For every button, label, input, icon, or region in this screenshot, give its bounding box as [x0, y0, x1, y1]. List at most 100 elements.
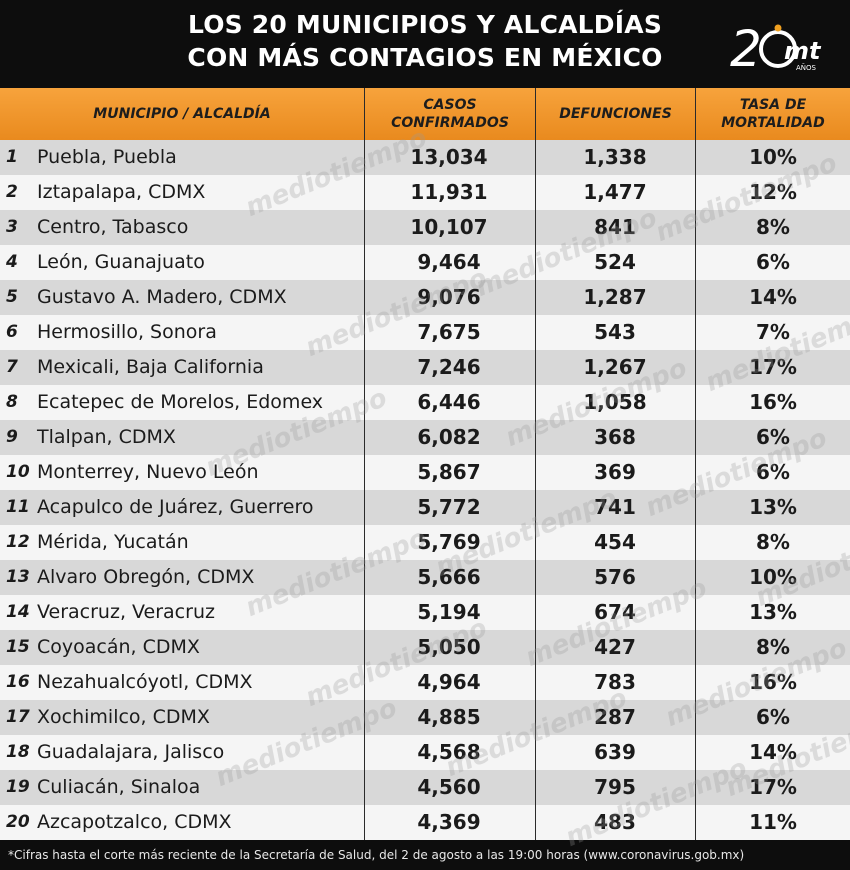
table-row: 20 Azcapotzalco, CDMX 4,369 483 11% — [0, 805, 850, 840]
defunciones-cell: 483 — [594, 810, 636, 834]
tasa-cell: 8% — [756, 215, 790, 239]
casos-cell: 5,050 — [417, 635, 481, 659]
defunciones-cell: 841 — [594, 215, 636, 239]
rank-cell: 17 — [6, 707, 30, 727]
casos-cell: 6,446 — [417, 390, 481, 414]
column-header-defunciones: DEFUNCIONES — [559, 106, 672, 122]
tasa-cell: 11% — [749, 810, 797, 834]
table-row: 16 Nezahualcóyotl, CDMX 4,964 783 16% — [0, 665, 850, 700]
column-header-municipio: MUNICIPIO / ALCALDÍA — [93, 106, 271, 122]
column-divider — [364, 88, 365, 840]
tasa-cell: 16% — [749, 390, 797, 414]
rank-cell: 19 — [6, 777, 30, 797]
column-header-casos: CASOS CONFIRMADOS — [391, 97, 509, 131]
column-divider — [695, 88, 696, 840]
defunciones-cell: 287 — [594, 705, 636, 729]
casos-cell: 5,666 — [417, 565, 481, 589]
municipio-cell: Monterrey, Nuevo León — [37, 461, 259, 483]
casos-cell: 7,246 — [417, 355, 481, 379]
rank-cell: 10 — [6, 462, 30, 482]
casos-cell: 4,964 — [417, 670, 481, 694]
rank-cell: 16 — [6, 672, 30, 692]
table-row: 14 Veracruz, Veracruz 5,194 674 13% — [0, 595, 850, 630]
casos-cell: 9,076 — [417, 285, 481, 309]
municipio-cell: Mérida, Yucatán — [37, 531, 189, 553]
casos-cell: 4,885 — [417, 705, 481, 729]
table-row: 15 Coyoacán, CDMX 5,050 427 8% — [0, 630, 850, 665]
rank-cell: 8 — [6, 392, 18, 412]
casos-cell: 11,931 — [410, 180, 488, 204]
table-row: 17 Xochimilco, CDMX 4,885 287 6% — [0, 700, 850, 735]
page-title: LOS 20 MUNICIPIOS Y ALCALDÍAS CON MÁS CO… — [0, 8, 850, 74]
rank-cell: 15 — [6, 637, 30, 657]
defunciones-cell: 1,287 — [583, 285, 647, 309]
defunciones-cell: 576 — [594, 565, 636, 589]
tasa-cell: 14% — [749, 740, 797, 764]
defunciones-cell: 369 — [594, 460, 636, 484]
casos-cell: 5,867 — [417, 460, 481, 484]
casos-cell: 4,560 — [417, 775, 481, 799]
defunciones-cell: 1,477 — [583, 180, 647, 204]
tasa-cell: 7% — [756, 320, 790, 344]
data-table: MUNICIPIO / ALCALDÍA CASOS CONFIRMADOS D… — [0, 88, 850, 853]
defunciones-cell: 795 — [594, 775, 636, 799]
tasa-cell: 8% — [756, 530, 790, 554]
table-row: 6 Hermosillo, Sonora 7,675 543 7% — [0, 315, 850, 350]
table-row: 10 Monterrey, Nuevo León 5,867 369 6% — [0, 455, 850, 490]
municipio-cell: Hermosillo, Sonora — [37, 321, 217, 343]
defunciones-cell: 524 — [594, 250, 636, 274]
rank-cell: 9 — [6, 427, 18, 447]
table-row: 3 Centro, Tabasco 10,107 841 8% — [0, 210, 850, 245]
municipio-cell: Azcapotzalco, CDMX — [37, 811, 232, 833]
municipio-cell: Culiacán, Sinaloa — [37, 776, 201, 798]
rank-cell: 14 — [6, 602, 30, 622]
tasa-cell: 6% — [756, 705, 790, 729]
municipio-cell: Veracruz, Veracruz — [37, 601, 215, 623]
casos-cell: 7,675 — [417, 320, 481, 344]
logo-text: mt — [784, 37, 822, 65]
table-row: 13 Alvaro Obregón, CDMX 5,666 576 10% — [0, 560, 850, 595]
rank-cell: 11 — [6, 497, 30, 517]
header: LOS 20 MUNICIPIOS Y ALCALDÍAS CON MÁS CO… — [0, 0, 850, 88]
tasa-cell: 17% — [749, 775, 797, 799]
casos-cell: 4,369 — [417, 810, 481, 834]
defunciones-cell: 674 — [594, 600, 636, 624]
title-line-2: CON MÁS CONTAGIOS EN MÉXICO — [187, 43, 663, 72]
municipio-cell: Guadalajara, Jalisco — [37, 741, 225, 763]
rank-cell: 6 — [6, 322, 18, 342]
casos-cell: 10,107 — [410, 215, 488, 239]
table-row: 18 Guadalajara, Jalisco 4,568 639 14% — [0, 735, 850, 770]
logo-sub: AÑOS — [796, 63, 817, 72]
table-row: 19 Culiacán, Sinaloa 4,560 795 17% — [0, 770, 850, 805]
tasa-cell: 16% — [749, 670, 797, 694]
defunciones-cell: 368 — [594, 425, 636, 449]
tasa-cell: 17% — [749, 355, 797, 379]
casos-cell: 13,034 — [410, 145, 488, 169]
casos-cell: 5,194 — [417, 600, 481, 624]
rank-cell: 3 — [6, 217, 18, 237]
municipio-cell: Coyoacán, CDMX — [37, 636, 200, 658]
mt-20-logo: 2 mt AÑOS — [730, 20, 822, 76]
municipio-cell: León, Guanajuato — [37, 251, 205, 273]
defunciones-cell: 783 — [594, 670, 636, 694]
tasa-cell: 6% — [756, 460, 790, 484]
rank-cell: 2 — [6, 182, 18, 202]
rank-cell: 20 — [6, 812, 30, 832]
rank-cell: 12 — [6, 532, 30, 552]
casos-cell: 4,568 — [417, 740, 481, 764]
rank-cell: 13 — [6, 567, 30, 587]
municipio-cell: Puebla, Puebla — [37, 146, 177, 168]
tasa-cell: 13% — [749, 600, 797, 624]
tasa-cell: 6% — [756, 250, 790, 274]
svg-text:2: 2 — [730, 20, 762, 76]
table-row: 1 Puebla, Puebla 13,034 1,338 10% — [0, 140, 850, 175]
municipio-cell: Gustavo A. Madero, CDMX — [37, 286, 287, 308]
tasa-cell: 8% — [756, 635, 790, 659]
title-line-1: LOS 20 MUNICIPIOS Y ALCALDÍAS — [187, 10, 663, 39]
rank-cell: 4 — [6, 252, 18, 272]
rank-cell: 1 — [6, 147, 18, 167]
municipio-cell: Tlalpan, CDMX — [37, 426, 176, 448]
defunciones-cell: 543 — [594, 320, 636, 344]
municipio-cell: Centro, Tabasco — [37, 216, 189, 238]
tasa-cell: 13% — [749, 495, 797, 519]
